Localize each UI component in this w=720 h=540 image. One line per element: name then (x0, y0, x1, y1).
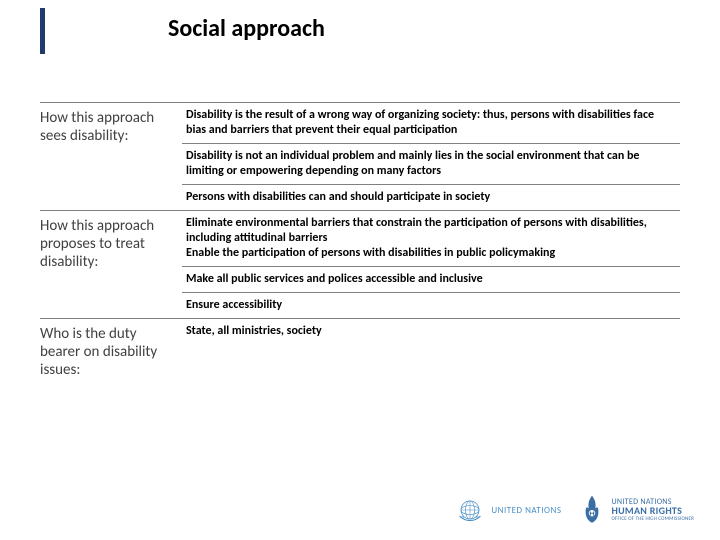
content-table: How this approach sees disability: Disab… (40, 102, 680, 385)
un-logo-text: UNITED NATIONS (491, 505, 561, 516)
section-body: Eliminate environmental barriers that co… (182, 210, 680, 318)
page-title: Social approach (168, 14, 325, 43)
body-item: Ensure accessibility (182, 292, 680, 318)
body-item: Eliminate environmental barriers that co… (182, 210, 680, 266)
section-row: Who is the duty bearer on disability iss… (40, 318, 680, 385)
body-item: State, all ministries, society (182, 318, 680, 344)
body-item: Make all public services and polices acc… (182, 266, 680, 292)
section-label: How this approach proposes to treat disa… (40, 210, 182, 318)
section-label: How this approach sees disability: (40, 102, 182, 210)
body-item: Disability is not an individual problem … (182, 143, 680, 184)
body-item: Persons with disabilities can and should… (182, 184, 680, 210)
section-body: Disability is the result of a wrong way … (182, 102, 680, 210)
section-row: How this approach sees disability: Disab… (40, 102, 680, 210)
ohchr-logo-text: UNITED NATIONS HUMAN RIGHTS OFFICE OF TH… (611, 498, 694, 522)
ohchr-text-line: OFFICE OF THE HIGH COMMISSIONER (611, 517, 694, 522)
body-item: Disability is the result of a wrong way … (182, 102, 680, 143)
section-label: Who is the duty bearer on disability iss… (40, 318, 182, 385)
section-body: State, all ministries, society (182, 318, 680, 385)
ohchr-flame-icon (579, 494, 605, 526)
ohchr-logo: UNITED NATIONS HUMAN RIGHTS OFFICE OF TH… (579, 494, 694, 526)
footer-logos: UNITED NATIONS UNITED NATIONS HUMAN RIGH… (455, 494, 694, 526)
un-emblem-icon (455, 495, 485, 525)
un-logo: UNITED NATIONS (455, 495, 561, 525)
title-accent-bar (40, 8, 45, 54)
section-row: How this approach proposes to treat disa… (40, 210, 680, 318)
ohchr-text-line: HUMAN RIGHTS (611, 506, 694, 516)
